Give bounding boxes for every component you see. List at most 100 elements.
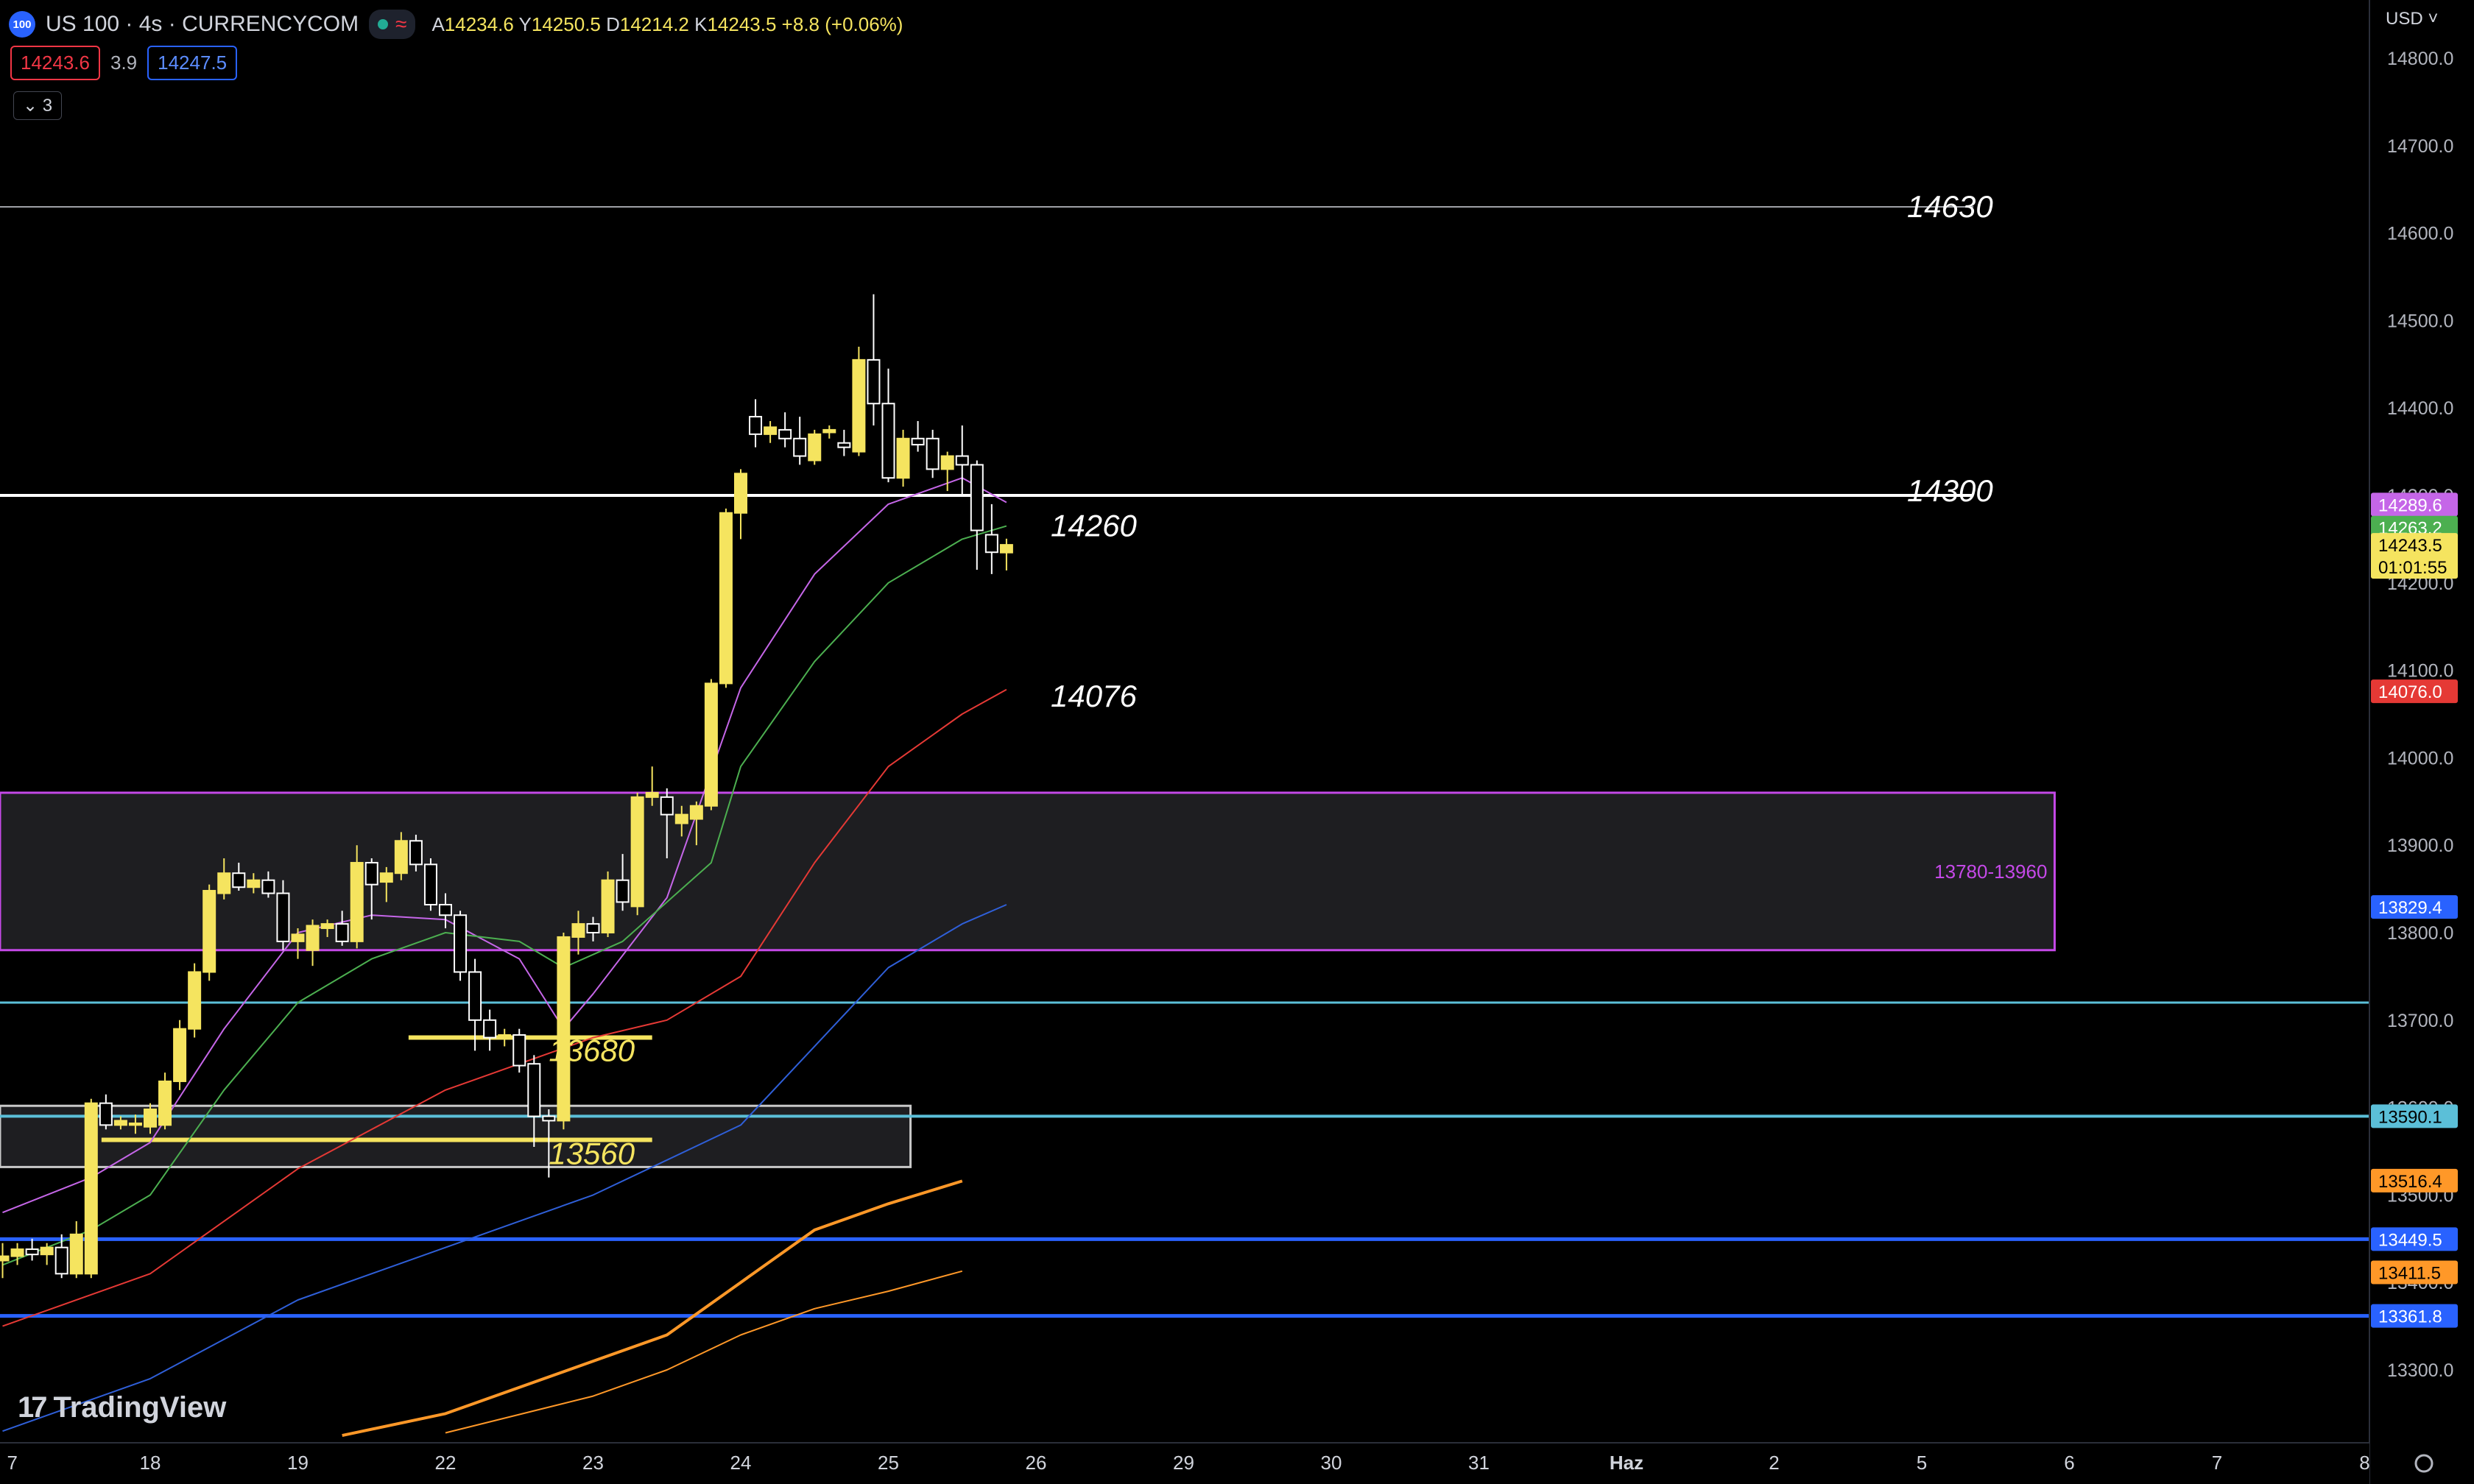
candle[interactable] [158,1073,172,1130]
candle[interactable] [542,1109,556,1178]
candle[interactable] [69,1221,83,1279]
candle[interactable] [232,862,246,891]
candle[interactable] [128,1114,142,1134]
y-tick-label: 14500.0 [2387,311,2453,331]
candle[interactable] [261,871,275,898]
candle[interactable] [188,963,202,1038]
indicators-toggle[interactable]: ⌄ 3 [13,91,63,120]
candle[interactable] [394,832,408,880]
candle[interactable] [867,294,881,425]
candle[interactable] [364,858,378,920]
candle-body [778,428,792,439]
candle[interactable] [822,425,836,439]
candle[interactable] [837,429,851,456]
candle[interactable] [40,1243,54,1265]
candle[interactable] [454,911,468,981]
candle[interactable] [616,854,630,911]
symbol-title[interactable]: US 100 · 4s · CURRENCYCOM [46,12,359,36]
candle[interactable] [423,858,437,911]
candle[interactable] [734,469,747,540]
candle[interactable] [10,1243,24,1265]
candle[interactable] [247,873,261,894]
candle[interactable] [144,1103,157,1134]
price-tag: 14289.6 [2371,492,2458,517]
candle[interactable] [468,958,482,1051]
candle[interactable] [202,884,216,981]
candle[interactable] [660,788,674,859]
candle-body [306,925,320,951]
ema_fast-line[interactable] [2,477,1007,1214]
candle[interactable] [645,766,659,806]
candle[interactable] [881,368,895,483]
candle[interactable] [335,911,349,946]
candle[interactable] [498,1028,512,1047]
ema_red-line[interactable] [2,688,1007,1327]
candle[interactable] [896,429,910,487]
candle[interactable] [586,916,600,941]
candle[interactable] [276,880,290,950]
candle[interactable] [350,845,364,949]
x-tick-label: 18 [140,1452,161,1474]
candle[interactable] [379,866,393,902]
candle[interactable] [601,871,615,937]
candle[interactable] [852,347,866,456]
buy-price-button[interactable]: 14247.5 [147,46,238,80]
candle[interactable] [940,451,954,492]
ema_orange_thin-line[interactable] [445,1270,963,1434]
candle[interactable] [113,1116,127,1130]
tradingview-logo[interactable]: 17 TradingView [18,1391,226,1424]
candle[interactable] [571,911,585,955]
candle[interactable] [630,792,644,916]
candle[interactable] [25,1238,39,1261]
candle[interactable] [808,429,822,465]
y-tick-label: 14100.0 [2387,661,2453,682]
price-tag: 13361.8 [2371,1304,2458,1328]
indicators-count: 3 [42,96,53,116]
ema_orange-line[interactable] [342,1179,963,1438]
candle[interactable] [999,538,1013,570]
sell-price-button[interactable]: 14243.6 [10,46,100,80]
market-status[interactable]: ≈ [369,10,416,39]
x-tick-label: 23 [582,1452,604,1474]
ema_mid-line[interactable] [2,525,1007,1266]
candle[interactable] [54,1234,68,1279]
candle[interactable] [674,805,688,837]
candle[interactable] [306,919,320,967]
candle-body [128,1122,142,1126]
candle[interactable] [704,679,718,810]
label-13560: 13560 [549,1137,635,1171]
svg-text:13829.4: 13829.4 [2378,898,2442,918]
candle[interactable] [926,429,940,478]
candle[interactable] [0,1243,10,1279]
candle[interactable] [320,919,334,937]
candle[interactable] [173,1020,187,1090]
candle[interactable] [512,1028,526,1073]
y-tick-label: 14700.0 [2387,136,2453,157]
candle[interactable] [527,1055,541,1148]
candle[interactable] [778,412,792,448]
candle[interactable] [557,933,571,1130]
candle[interactable] [749,399,763,448]
settings-gear-icon[interactable] [2414,1454,2434,1473]
candle[interactable] [99,1094,113,1130]
candle-body [276,892,290,942]
candle[interactable] [689,801,703,846]
zone-label: 13780-13960 [1934,861,2047,883]
candle[interactable] [217,858,231,900]
candle[interactable] [793,417,807,465]
currency-selector[interactable]: USD ˅ [2386,9,2439,29]
candle[interactable] [984,504,998,574]
candle[interactable] [719,508,733,688]
ema_blue-line[interactable] [2,904,1007,1432]
candle[interactable] [955,425,969,495]
candle[interactable] [483,1009,497,1051]
candle[interactable] [291,928,305,959]
candle[interactable] [439,893,452,929]
candle[interactable] [970,460,984,570]
candle[interactable] [764,421,778,443]
candle[interactable] [84,1098,98,1279]
price-tag: 14243.501:01:55 [2371,533,2458,579]
candle[interactable] [911,421,925,452]
candle[interactable] [409,834,423,872]
